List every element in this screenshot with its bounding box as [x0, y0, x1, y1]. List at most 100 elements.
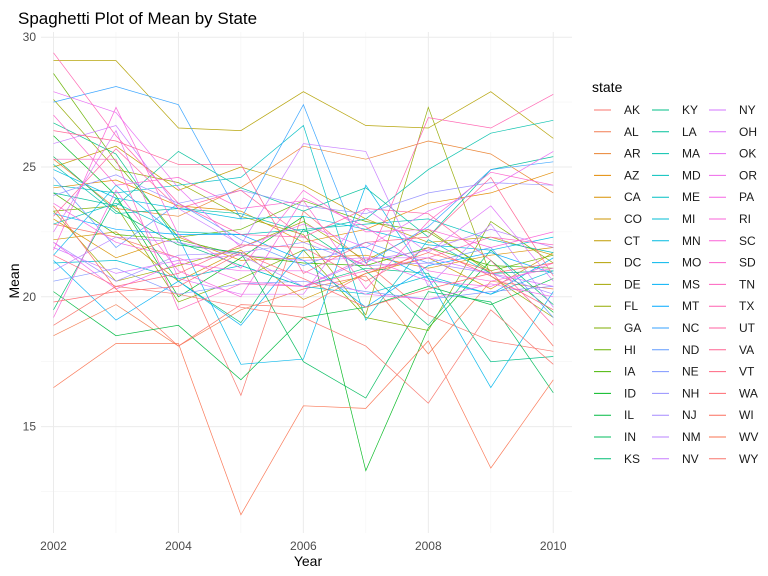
series-line-or: [53, 242, 554, 300]
series-line-la: [53, 150, 554, 238]
legend-label-sc: SC: [739, 234, 756, 248]
legend-label-ma: MA: [682, 147, 700, 161]
x-axis-ticks: 2002 2004 2006 2008 2010: [40, 539, 567, 553]
legend-label-pa: PA: [739, 190, 754, 204]
legend-label-co: CO: [624, 212, 642, 226]
series-line-ia: [53, 192, 554, 269]
legend-label-hi: HI: [624, 343, 636, 357]
legend-label-or: OR: [739, 168, 757, 182]
legend: state AK AL AR AZ CA CO CT DC DE FL GA HI IA ID IL IN KS…: [592, 79, 758, 466]
x-tick-label: 2006: [290, 539, 317, 553]
series-line-nh: [53, 174, 554, 215]
series-line-ny: [53, 247, 554, 287]
legend-label-wy: WY: [739, 452, 758, 466]
legend-label-mo: MO: [682, 256, 701, 270]
series-line-sd: [53, 114, 554, 290]
series-line-wa: [53, 252, 554, 308]
legend-label-me: ME: [682, 190, 700, 204]
legend-label-il: IL: [624, 408, 634, 422]
series-line-mo: [53, 184, 554, 389]
y-tick-label: 15: [23, 420, 37, 434]
legend-title: state: [592, 79, 623, 95]
legend-label-nc: NC: [682, 321, 700, 335]
series-line-ri: [53, 189, 554, 318]
series-line-wy: [53, 286, 554, 404]
series-line-ar: [53, 140, 554, 217]
series-line-nd: [53, 177, 554, 318]
series-line-wv: [53, 340, 554, 516]
legend-label-sd: SD: [739, 256, 756, 270]
legend-label-mi: MI: [682, 212, 695, 226]
chart-grid: [41, 32, 572, 533]
series-line-ut: [53, 148, 554, 326]
legend-label-md: MD: [682, 168, 701, 182]
series-line-vt: [53, 244, 554, 311]
legend-label-al: AL: [624, 125, 639, 139]
legend-label-va: VA: [739, 343, 754, 357]
y-axis-ticks: 15 20 25 30: [23, 30, 37, 433]
series-line-me: [53, 124, 554, 321]
y-tick-label: 25: [23, 160, 37, 174]
series-line-va: [53, 130, 554, 277]
legend-label-ny: NY: [739, 103, 756, 117]
legend-label-mn: MN: [682, 234, 701, 248]
x-tick-label: 2004: [165, 539, 192, 553]
legend-label-fl: FL: [624, 299, 638, 313]
legend-label-nd: ND: [682, 343, 700, 357]
x-tick-label: 2010: [540, 539, 567, 553]
series-line-in: [53, 156, 554, 399]
series-line-tn: [53, 158, 554, 311]
legend-label-ne: NE: [682, 365, 699, 379]
legend-label-ct: CT: [624, 234, 641, 248]
x-tick-label: 2002: [40, 539, 67, 553]
series-line-ok: [53, 91, 554, 248]
series-line-ne: [53, 267, 554, 300]
y-axis-title: Mean: [6, 263, 22, 298]
series-line-wi: [53, 205, 554, 347]
legend-label-de: DE: [624, 277, 641, 291]
series-line-ma: [53, 119, 554, 233]
legend-label-oh: OH: [739, 125, 757, 139]
x-axis-title: Year: [294, 553, 323, 569]
series-line-md: [53, 202, 554, 253]
legend-label-tn: TN: [739, 277, 755, 291]
legend-label-ks: KS: [624, 452, 640, 466]
legend-label-nv: NV: [682, 452, 699, 466]
legend-label-ca: CA: [624, 190, 641, 204]
legend-label-tx: TX: [739, 299, 754, 313]
legend-label-ok: OK: [739, 147, 756, 161]
chart-series-lines: [53, 52, 554, 516]
legend-label-id: ID: [624, 386, 636, 400]
legend-label-wa: WA: [739, 386, 758, 400]
series-line-fl: [53, 99, 554, 318]
legend-label-la: LA: [682, 125, 697, 139]
series-line-al: [53, 275, 554, 355]
y-tick-label: 30: [23, 30, 37, 44]
legend-label-wv: WV: [739, 430, 758, 444]
legend-label-nm: NM: [682, 430, 701, 444]
y-tick-label: 20: [23, 290, 37, 304]
legend-label-nj: NJ: [682, 408, 697, 422]
legend-label-ak: AK: [624, 103, 640, 117]
series-line-ct: [53, 145, 554, 256]
legend-label-vt: VT: [739, 365, 755, 379]
legend-label-in: IN: [624, 430, 636, 444]
legend-label-ky: KY: [682, 103, 698, 117]
legend-label-ut: UT: [739, 321, 756, 335]
legend-label-ga: GA: [624, 321, 641, 335]
series-line-dc: [53, 60, 554, 139]
series-line-de: [53, 210, 554, 282]
legend-label-nh: NH: [682, 386, 699, 400]
legend-label-ms: MS: [682, 277, 700, 291]
series-line-nj: [53, 241, 554, 295]
legend-label-az: AZ: [624, 168, 639, 182]
legend-label-ri: RI: [739, 212, 751, 226]
legend-label-mt: MT: [682, 299, 700, 313]
series-line-oh: [53, 129, 554, 295]
legend-label-ia: IA: [624, 365, 635, 379]
chart-title: Spaghetti Plot of Mean by State: [18, 9, 257, 28]
series-line-sc: [53, 106, 554, 269]
series-line-mn: [53, 169, 554, 251]
legend-label-dc: DC: [624, 256, 642, 270]
